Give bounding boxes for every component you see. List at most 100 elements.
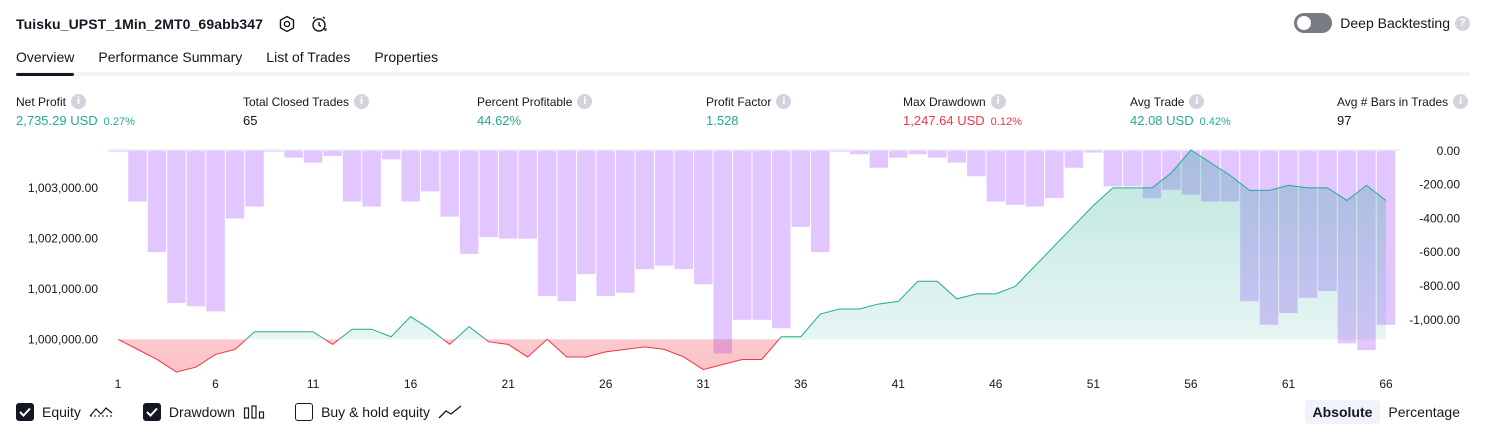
chart-legend: Equity Drawdown Buy & hold equity [16, 403, 492, 421]
info-icon[interactable]: i [71, 94, 87, 109]
deep-backtesting-toggle[interactable] [1294, 13, 1333, 33]
metric-percent: 0.12% [990, 116, 1022, 128]
tab-list-of-trades[interactable]: List of Trades [266, 49, 351, 65]
left-axis-tick-label: 1,002,000.00 [28, 231, 98, 245]
metric-avg-trade: Avg Trade i 42.08 USD 0.42% [1130, 94, 1231, 128]
drawdown-bar [1084, 150, 1103, 153]
drawdown-bar [1103, 150, 1123, 187]
equity-area-above [246, 150, 1386, 340]
bar-chart-icon [243, 404, 265, 420]
info-icon[interactable]: i [354, 94, 370, 109]
drawdown-bar [147, 150, 167, 253]
drawdown-bar [557, 150, 576, 302]
drawdown-bar [518, 150, 537, 239]
drawdown-bar [674, 150, 693, 270]
drawdown-bar [928, 150, 947, 158]
drawdown-bar [498, 150, 518, 239]
drawdown-label: Drawdown [168, 404, 236, 420]
metric-total-closed-trades: Total Closed Trades i 65 [243, 94, 370, 128]
buy-hold-checkbox[interactable] [295, 403, 314, 421]
right-axis: 0.00 -200.00 -400.00 -600.00 -800.00 -1,000.0… [1409, 144, 1460, 327]
drawdown-bar [206, 150, 225, 312]
deep-backtesting-label: Deep Backtesting [1340, 15, 1450, 31]
tab-properties[interactable]: Properties [374, 49, 439, 65]
metric-value: 44.62% [477, 113, 522, 128]
drawdown-bar [225, 150, 245, 219]
equity-area-below [118, 339, 1386, 373]
drawdown-bar [615, 150, 635, 293]
help-icon[interactable]: ? [1455, 15, 1470, 31]
metric-percent: 0.42% [1199, 116, 1231, 128]
drawdown-bar [420, 150, 440, 192]
x-axis-tick-label: 41 [892, 377, 906, 390]
drawdown-bar [635, 150, 654, 270]
alert-clock-icon[interactable] [309, 14, 329, 34]
metric-label: Total Closed Trades [243, 94, 350, 109]
settings-gear-icon[interactable] [277, 14, 297, 34]
deep-backtesting-control: Deep Backtesting ? [1294, 13, 1470, 33]
legend-equity[interactable]: Equity [16, 403, 113, 421]
metric-percent: 0.27% [103, 116, 135, 128]
drawdown-bar [889, 150, 908, 158]
equity-line-above [118, 149, 1387, 340]
legend-drawdown[interactable]: Drawdown [142, 403, 265, 421]
drawdown-bar [108, 150, 128, 152]
x-axis-tick-label: 16 [404, 377, 418, 390]
info-icon[interactable]: i [776, 94, 792, 109]
metric-value: 42.08 USD [1130, 113, 1194, 128]
drawdown-bar [576, 150, 596, 275]
absolute-mode-button[interactable]: Absolute [1304, 400, 1381, 424]
drawdown-bar [596, 150, 615, 297]
equity-drawdown-chart[interactable]: 1,003,000.00 1,002,000.00 1,001,000.00 1,00… [0, 140, 1486, 390]
drawdown-bar [342, 150, 362, 202]
drawdown-bar [693, 150, 713, 285]
drawdown-bar [186, 150, 206, 307]
x-axis-tick-label: 11 [307, 377, 320, 390]
equity-checkbox[interactable] [16, 403, 34, 421]
percentage-mode-button[interactable]: Percentage [1388, 404, 1460, 420]
drawdown-bar [323, 150, 342, 156]
right-axis-tick-label: -200.00 [1419, 178, 1460, 192]
strategy-title: Tuisku_UPST_1Min_2MT0_69abb347 [16, 16, 264, 32]
drawdown-bar [869, 150, 889, 168]
x-axis-tick-label: 1 [115, 377, 122, 390]
report-header: Tuisku_UPST_1Min_2MT0_69abb347 [16, 12, 329, 36]
metric-avg-bars: Avg # Bars in Trades i 97 [1337, 94, 1469, 128]
drawdown-bar [811, 150, 830, 253]
drawdown-bar [264, 150, 284, 152]
drawdown-bar [479, 150, 498, 237]
metric-percent-profitable: Percent Profitable i 44.62% [477, 94, 593, 128]
drawdown-bar [752, 150, 772, 320]
drawdown-bar [791, 150, 811, 227]
x-axis-tick-label: 56 [1184, 377, 1198, 390]
x-axis-tick-label: 26 [599, 377, 613, 390]
metric-label: Avg Trade [1130, 94, 1185, 109]
right-axis-tick-label: -400.00 [1419, 211, 1460, 225]
metric-profit-factor: Profit Factor i 1.528 [706, 94, 792, 128]
metric-label: Net Profit [16, 94, 67, 109]
drawdown-bar [440, 150, 459, 217]
drawdown-checkbox[interactable] [142, 403, 161, 421]
drawdown-bar [362, 150, 381, 207]
info-icon[interactable]: i [577, 94, 593, 109]
right-axis-tick-label: 0.00 [1437, 144, 1461, 158]
tab-overview[interactable]: Overview [16, 44, 75, 76]
info-icon[interactable]: i [1189, 94, 1205, 109]
drawdown-bar [1123, 150, 1142, 187]
drawdown-bar [459, 150, 479, 254]
left-axis-tick-label: 1,003,000.00 [28, 181, 98, 195]
tab-performance-summary[interactable]: Performance Summary [98, 49, 243, 65]
metric-label: Avg # Bars in Trades [1337, 94, 1449, 109]
info-icon[interactable]: i [990, 94, 1006, 109]
drawdown-bar [908, 150, 928, 155]
metric-label: Max Drawdown [903, 94, 986, 109]
metric-value: 1.528 [706, 113, 739, 128]
drawdown-bar [167, 150, 186, 303]
x-axis-tick-label: 61 [1282, 377, 1296, 390]
legend-buy-hold[interactable]: Buy & hold equity [295, 403, 462, 421]
drawdown-bar [732, 150, 752, 320]
drawdown-bar [654, 150, 674, 266]
info-icon[interactable]: i [1453, 94, 1469, 109]
x-axis-tick-label: 6 [212, 377, 219, 390]
equity-line-icon [89, 404, 113, 420]
